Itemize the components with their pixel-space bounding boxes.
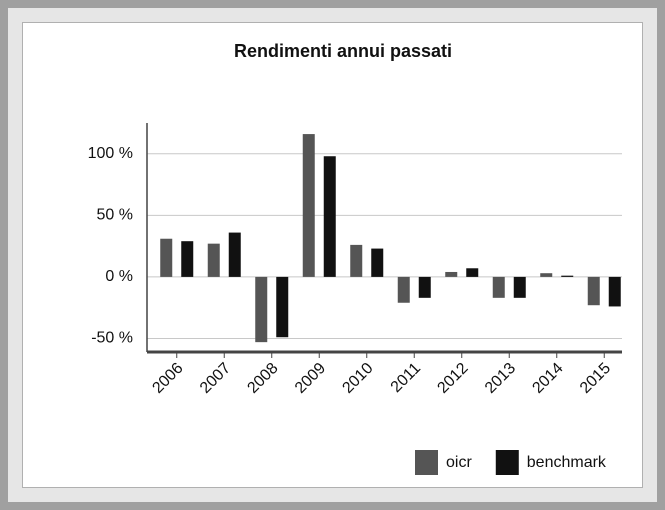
bar <box>160 238 173 277</box>
bar <box>207 243 220 277</box>
x-tick-label: 2009 <box>292 360 329 397</box>
x-tick-label: 2015 <box>577 360 614 397</box>
bar <box>397 276 410 303</box>
legend-swatch <box>495 450 519 475</box>
x-tick-label: 2011 <box>388 360 424 396</box>
x-tick-label: 2013 <box>482 360 519 397</box>
x-tick-label: 2008 <box>244 360 281 397</box>
x-tick-label: 2007 <box>197 360 234 397</box>
bar <box>466 268 479 277</box>
x-tick-label: 2010 <box>339 360 376 397</box>
y-tick-label: 50 % <box>97 207 133 224</box>
bar <box>371 248 384 277</box>
x-tick-label: 2012 <box>434 360 471 397</box>
y-tick-label: -50 % <box>91 330 133 347</box>
bar <box>540 273 553 277</box>
bar <box>302 134 315 277</box>
x-tick-label: 2006 <box>149 360 186 397</box>
bar <box>181 241 194 277</box>
legend-swatch <box>415 450 438 475</box>
bar <box>587 276 600 306</box>
bar <box>276 276 289 338</box>
bar <box>418 276 431 298</box>
bar <box>608 276 621 307</box>
bar <box>492 276 505 298</box>
bar <box>445 271 458 277</box>
bar <box>323 156 336 277</box>
legend-label: oicr <box>446 454 472 471</box>
y-tick-label: 0 % <box>105 268 133 285</box>
x-tick-label: 2014 <box>529 360 566 397</box>
chart-title: Rendimenti annui passati <box>234 41 452 61</box>
bar <box>255 276 268 343</box>
bar <box>350 244 363 277</box>
legend-label: benchmark <box>527 454 607 471</box>
y-tick-label: 100 % <box>88 145 133 162</box>
bar <box>561 275 574 277</box>
bar <box>513 276 526 298</box>
bar <box>228 232 241 277</box>
